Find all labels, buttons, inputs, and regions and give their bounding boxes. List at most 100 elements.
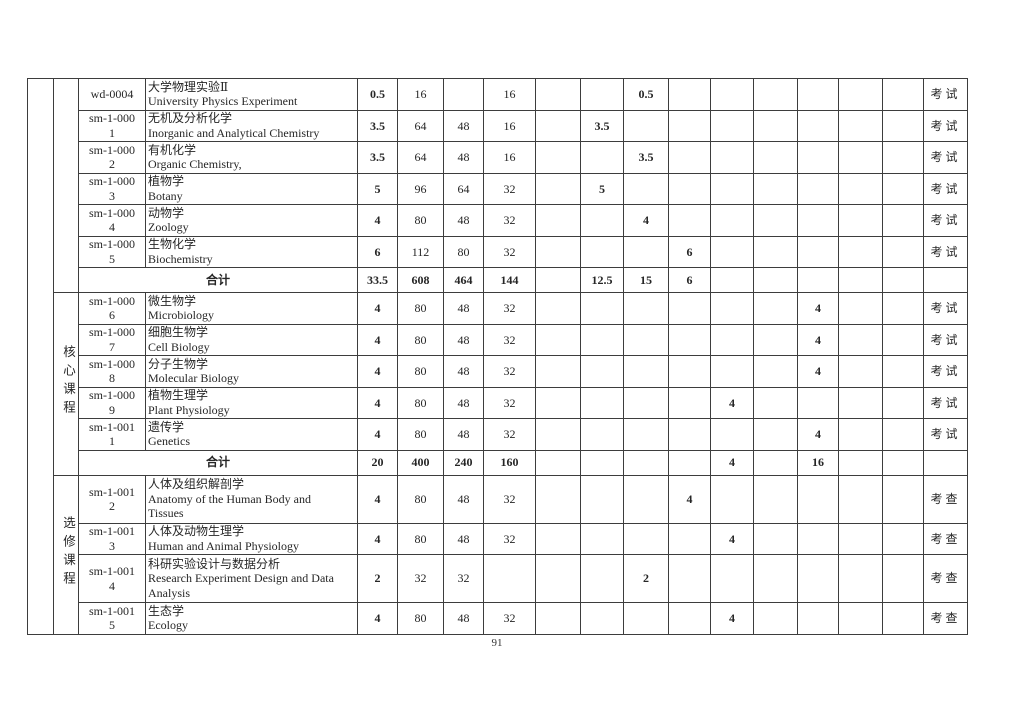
term-credit-cell xyxy=(535,554,581,603)
term-credit-cell xyxy=(753,474,798,524)
experiment-hours-cell: 16 xyxy=(483,141,536,174)
experiment-hours-cell: 32 xyxy=(483,474,536,524)
term-credit-cell: 3.5 xyxy=(623,141,669,174)
term-credit-cell xyxy=(797,141,839,174)
course-name: 植物学 Botany xyxy=(145,172,358,205)
course-row: 选修课程 sm-1-001 2 人体及组织解剖学 Anatomy of the … xyxy=(28,474,968,635)
term-credit-total-cell: 4 xyxy=(710,449,754,476)
term-credit-cell xyxy=(753,522,798,555)
credit-cell: 4 xyxy=(357,323,398,356)
total-hours-cell: 80 xyxy=(397,418,444,451)
term-credit-cell xyxy=(535,78,581,111)
term-credit-cell xyxy=(668,204,711,237)
term-credit-total-cell: 12.5 xyxy=(580,267,624,293)
credit-cell: 6 xyxy=(357,235,398,268)
lecture-hours-total-cell: 240 xyxy=(443,449,484,476)
term-credit-cell xyxy=(668,602,711,635)
term-credit-cell xyxy=(580,78,624,111)
page-number: 91 xyxy=(491,637,503,649)
outer-category-cell xyxy=(27,78,54,635)
exam-type-cell: 考试 xyxy=(923,235,968,268)
course-name: 科研实验设计与数据分析 Research Experiment Design a… xyxy=(145,554,358,603)
term-credit-cell xyxy=(623,235,669,268)
term-credit-cell xyxy=(882,78,924,111)
term-credit-cell xyxy=(580,292,624,325)
term-credit-cell xyxy=(838,386,883,419)
curriculum-table: wd-0004 大学物理实验Ⅱ University Physics Exper… xyxy=(27,78,968,635)
exam-type-cell: 考试 xyxy=(923,204,968,237)
credit-cell: 3.5 xyxy=(357,109,398,142)
term-credit-cell xyxy=(535,109,581,142)
course-name: 生物化学 Biochemistry xyxy=(145,235,358,268)
term-credit-cell xyxy=(668,141,711,174)
term-credit-cell xyxy=(668,522,711,555)
lecture-hours-cell: 48 xyxy=(443,602,484,635)
course-name: 生态学 Ecology xyxy=(145,602,358,635)
term-credit-cell xyxy=(623,418,669,451)
term-credit-cell xyxy=(753,323,798,356)
term-credit-total-cell xyxy=(668,449,711,476)
lecture-hours-cell: 48 xyxy=(443,323,484,356)
term-credit-total-cell xyxy=(710,267,754,293)
course-code: sm-1-001 4 xyxy=(78,554,146,603)
term-credit-cell xyxy=(838,474,883,524)
term-credit-total-cell: 16 xyxy=(797,449,839,476)
credit-cell: 4 xyxy=(357,474,398,524)
category-cell: 选修课程 xyxy=(53,474,79,635)
term-credit-cell xyxy=(580,602,624,635)
course-code: sm-1-001 1 xyxy=(78,418,146,451)
term-credit-cell xyxy=(797,235,839,268)
term-credit-cell xyxy=(535,522,581,555)
term-credit-cell xyxy=(623,386,669,419)
lecture-hours-cell: 32 xyxy=(443,554,484,603)
course-row: sm-1-001 1 遗传学 Genetics 4 80 48 32 4 考试 xyxy=(28,418,968,451)
term-credit-cell xyxy=(753,141,798,174)
course-name: 有机化学 Organic Chemistry, xyxy=(145,141,358,174)
exam-type-cell: 考试 xyxy=(923,418,968,451)
total-hours-cell: 96 xyxy=(397,172,444,205)
term-credit-cell xyxy=(882,474,924,524)
term-credit-total-cell: 15 xyxy=(623,267,669,293)
term-credit-cell: 5 xyxy=(580,172,624,205)
term-credit-cell xyxy=(753,109,798,142)
term-credit-cell xyxy=(797,204,839,237)
term-credit-cell xyxy=(710,172,754,205)
exam-type-cell: 考试 xyxy=(923,323,968,356)
term-credit-cell xyxy=(710,554,754,603)
course-code: sm-1-000 1 xyxy=(78,109,146,142)
experiment-hours-cell: 32 xyxy=(483,292,536,325)
term-credit-cell xyxy=(797,474,839,524)
lecture-hours-cell: 80 xyxy=(443,235,484,268)
term-credit-cell xyxy=(797,554,839,603)
exam-type-cell: 考试 xyxy=(923,141,968,174)
course-name: 人体及组织解剖学 Anatomy of the Human Body and T… xyxy=(145,474,358,524)
term-credit-cell xyxy=(753,602,798,635)
credit-cell: 4 xyxy=(357,292,398,325)
term-credit-cell xyxy=(668,355,711,388)
term-credit-total-cell xyxy=(882,449,924,476)
experiment-hours-total-cell: 160 xyxy=(483,449,536,476)
experiment-hours-cell: 32 xyxy=(483,204,536,237)
section-total-row: 合计 33.5 608 464 144 12.5 15 6 xyxy=(28,267,968,293)
exam-type-cell: 考试 xyxy=(923,172,968,205)
term-credit-cell xyxy=(838,235,883,268)
term-credit-cell xyxy=(535,141,581,174)
term-credit-cell xyxy=(623,323,669,356)
credit-cell: 2 xyxy=(357,554,398,603)
term-credit-cell xyxy=(580,141,624,174)
term-credit-cell xyxy=(580,235,624,268)
course-code: sm-1-000 7 xyxy=(78,323,146,356)
course-row: sm-1-000 1 无机及分析化学 Inorganic and Analyti… xyxy=(28,109,968,142)
term-credit-cell xyxy=(797,602,839,635)
term-credit-cell xyxy=(882,204,924,237)
term-credit-cell xyxy=(882,172,924,205)
term-credit-total-cell xyxy=(753,449,798,476)
credit-cell: 4 xyxy=(357,204,398,237)
term-credit-cell xyxy=(710,204,754,237)
term-credit-cell xyxy=(838,355,883,388)
course-name: 大学物理实验Ⅱ University Physics Experiment xyxy=(145,78,358,111)
course-row: sm-1-000 8 分子生物学 Molecular Biology 4 80 … xyxy=(28,355,968,388)
term-credit-cell xyxy=(710,109,754,142)
course-row: sm-1-000 2 有机化学 Organic Chemistry, 3.5 6… xyxy=(28,141,968,174)
term-credit-cell xyxy=(535,323,581,356)
